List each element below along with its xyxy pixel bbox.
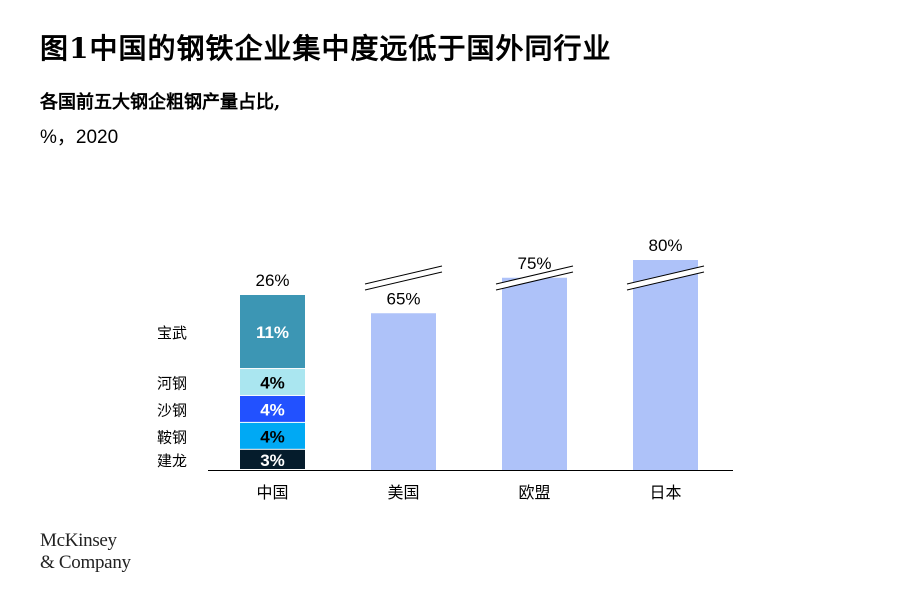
segment-value-label: 4%	[260, 400, 285, 419]
chart-title: 图1中国的钢铁企业集中度远低于国外同行业	[40, 32, 612, 65]
chart-subtitle: 各国前五大钢企粗钢产量占比,	[40, 92, 281, 113]
bar-美国	[371, 313, 436, 470]
bar-value-label: 65%	[386, 289, 420, 308]
bar-value-label: 26%	[255, 271, 289, 290]
x-tick-label: 日本	[649, 483, 681, 502]
axis-break-line	[626, 271, 705, 291]
logo-line-2: & Company	[40, 552, 131, 573]
segment-name-label: 宝武	[157, 324, 187, 342]
x-tick-label: 欧盟	[518, 483, 550, 502]
bar-日本	[633, 260, 698, 470]
x-tick-label: 美国	[387, 483, 419, 502]
axis-break-line	[364, 265, 443, 285]
x-tick-label: 中国	[256, 483, 288, 502]
segment-2	[240, 422, 305, 449]
segment-4	[240, 369, 305, 395]
bar-value-label: 80%	[648, 236, 682, 255]
segment-5	[240, 295, 305, 369]
axis-break-line	[626, 265, 705, 285]
axis-break-line	[495, 271, 574, 291]
axis-break-gap	[365, 266, 442, 290]
segment-name-label: 鞍钢	[157, 428, 187, 446]
logo-line-1: McKinsey	[40, 530, 117, 551]
mckinsey-logo: McKinsey & Company	[40, 530, 131, 574]
bar-value-label: 75%	[517, 254, 551, 273]
axis-break-gap	[627, 266, 704, 290]
segment-name-label: 建龙	[157, 452, 187, 470]
segment-1	[240, 449, 305, 469]
segment-name-label: 河钢	[157, 375, 187, 393]
axis-break-line	[495, 265, 574, 285]
segment-value-label: 11%	[256, 323, 289, 342]
segment-3	[240, 395, 305, 422]
axis-break-gap	[496, 266, 573, 290]
segment-value-label: 4%	[260, 374, 285, 393]
segment-value-label: 3%	[260, 451, 285, 470]
segment-name-label: 沙钢	[157, 401, 187, 419]
segment-value-label: 4%	[260, 427, 285, 446]
unit-label: %，2020	[40, 127, 119, 148]
bar-欧盟	[502, 277, 567, 470]
axis-break-line	[364, 271, 443, 291]
